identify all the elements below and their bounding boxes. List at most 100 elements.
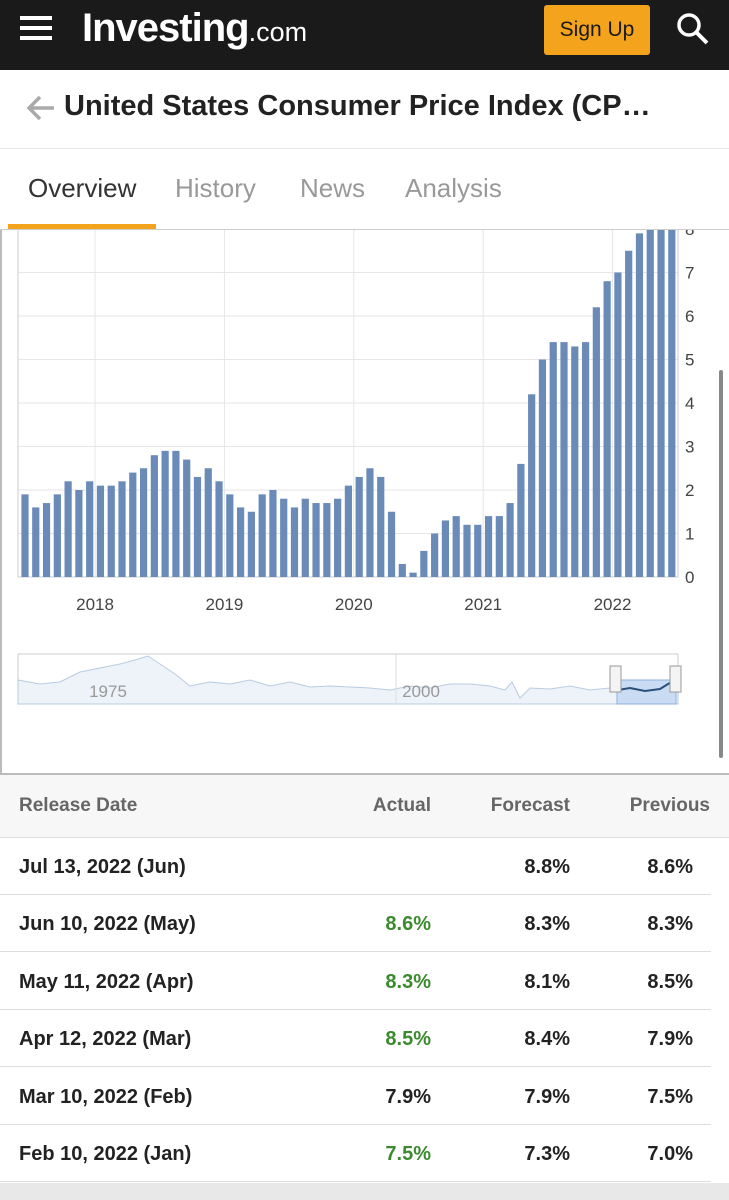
table-row: Apr 12, 2022 (Mar) 8.5% 8.4% 7.9% [0, 1010, 729, 1068]
y-tick-label: 4 [685, 394, 694, 413]
bar [301, 498, 309, 577]
bar [528, 394, 536, 577]
chart-panel [0, 230, 729, 775]
bar [161, 450, 169, 577]
bar [495, 516, 503, 577]
bar [581, 342, 590, 577]
row-divider [0, 894, 711, 895]
x-tick-label: 2020 [335, 595, 373, 614]
bar [506, 503, 514, 577]
bar [484, 516, 493, 577]
page-title: United States Consumer Price Index (CP… [64, 90, 651, 122]
row-divider [0, 1008, 711, 1010]
actual-value: 8.6% [385, 913, 431, 936]
search-icon[interactable] [676, 12, 710, 46]
title-bar: United States Consumer Price Index (CP… [0, 70, 729, 149]
bar [474, 524, 482, 577]
bar [657, 230, 665, 577]
bar [377, 476, 385, 577]
tab[interactable]: Analysis [405, 173, 502, 203]
bar [625, 250, 633, 577]
y-tick-label: 0 [685, 568, 694, 587]
y-tick-label: 8 [685, 220, 694, 239]
y-tick-label: 6 [685, 307, 694, 326]
bar [204, 468, 212, 577]
y-tick-label: 5 [685, 351, 694, 370]
bar [139, 468, 148, 577]
bar [107, 485, 115, 577]
bar [236, 507, 245, 577]
bar [247, 511, 255, 577]
forecast-value: 7.3% [524, 1143, 570, 1165]
bar [32, 507, 40, 577]
bar [96, 485, 105, 577]
tab[interactable]: Overview [28, 173, 137, 203]
forecast-value: 8.1% [524, 970, 570, 993]
tab-underline [8, 224, 156, 229]
release-date: Feb 10, 2022 (Jan) [19, 1143, 192, 1165]
previous-value: 8.5% [647, 970, 693, 993]
scrollbar[interactable] [719, 370, 723, 758]
row-divider [0, 1123, 711, 1125]
bar [280, 498, 288, 577]
actual-value: 8.3% [385, 970, 431, 993]
navigator-selected-line [617, 679, 677, 693]
column-header: Previous [629, 795, 710, 816]
bar [323, 503, 331, 577]
table-row: Jul 13, 2022 (Jun) 8.8% 8.6% [0, 838, 729, 895]
bar [635, 233, 644, 577]
bar [183, 459, 191, 577]
logo[interactable]: Investing.com [82, 6, 307, 51]
tab-bar: Overview History News Analysis [0, 149, 729, 230]
bar [538, 359, 547, 577]
bar [53, 494, 61, 577]
navigator-label: 1975 [89, 682, 127, 701]
x-tick-label: 2019 [206, 595, 244, 614]
tab[interactable]: History [175, 173, 256, 203]
bar [646, 230, 654, 577]
navigator-handle[interactable] [609, 665, 622, 693]
bar [463, 524, 471, 577]
row-divider [0, 1181, 711, 1182]
y-tick-label: 1 [685, 525, 694, 544]
table-row: May 11, 2022 (Apr) 8.3% 8.1% 8.5% [0, 953, 729, 1010]
bar [172, 450, 180, 577]
bar [215, 481, 223, 577]
logo-text: Investing [82, 6, 250, 50]
release-date: Apr 12, 2022 (Mar) [19, 1028, 192, 1051]
forecast-value: 8.3% [524, 913, 570, 936]
tab[interactable]: News [300, 173, 366, 203]
bar [355, 476, 363, 577]
bar [42, 503, 51, 577]
bar [334, 498, 342, 577]
bar [668, 230, 676, 577]
bar [226, 494, 234, 577]
table-header: Release Date Actual Forecast Previous [0, 775, 729, 838]
navigator-handle[interactable] [669, 665, 682, 693]
bar [549, 342, 557, 577]
release-date: Jul 13, 2022 (Jun) [19, 856, 186, 878]
column-header: Forecast [490, 795, 570, 816]
forecast-value: 8.4% [524, 1028, 570, 1051]
menu-icon[interactable] [20, 16, 54, 42]
x-tick-label: 2021 [464, 595, 502, 614]
logo-suffix: .com [248, 17, 308, 47]
signup-button[interactable]: Sign Up [544, 5, 650, 55]
y-tick-label: 2 [685, 481, 694, 500]
bar [571, 346, 579, 577]
bar [517, 463, 525, 577]
actual-value: 7.9% [385, 1085, 431, 1108]
previous-value: 8.6% [647, 856, 693, 878]
table-row: Jun 10, 2022 (May) 8.6% 8.3% 8.3% [0, 895, 729, 953]
table-row: Mar 10, 2022 (Feb) 7.9% 7.9% 7.5% [0, 1068, 729, 1125]
release-date: Jun 10, 2022 (May) [19, 913, 196, 936]
y-tick-label: 3 [685, 438, 694, 457]
footer-strip [0, 1183, 729, 1200]
bar [409, 572, 417, 577]
bar [398, 563, 406, 577]
bar [592, 307, 600, 577]
back-arrow[interactable] [26, 94, 56, 122]
x-tick-label: 2022 [594, 595, 632, 614]
bar [344, 485, 352, 577]
